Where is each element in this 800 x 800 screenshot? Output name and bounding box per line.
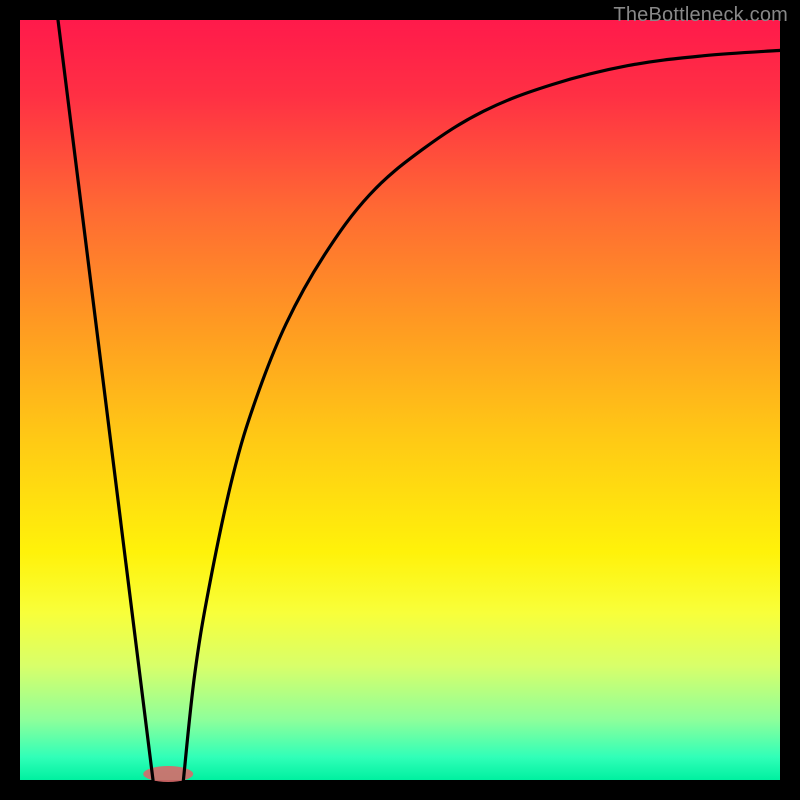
bottleneck-chart — [0, 0, 800, 800]
watermark-text: TheBottleneck.com — [613, 4, 788, 27]
chart-container: TheBottleneck.com — [0, 0, 800, 800]
chart-plot-background — [20, 20, 780, 780]
